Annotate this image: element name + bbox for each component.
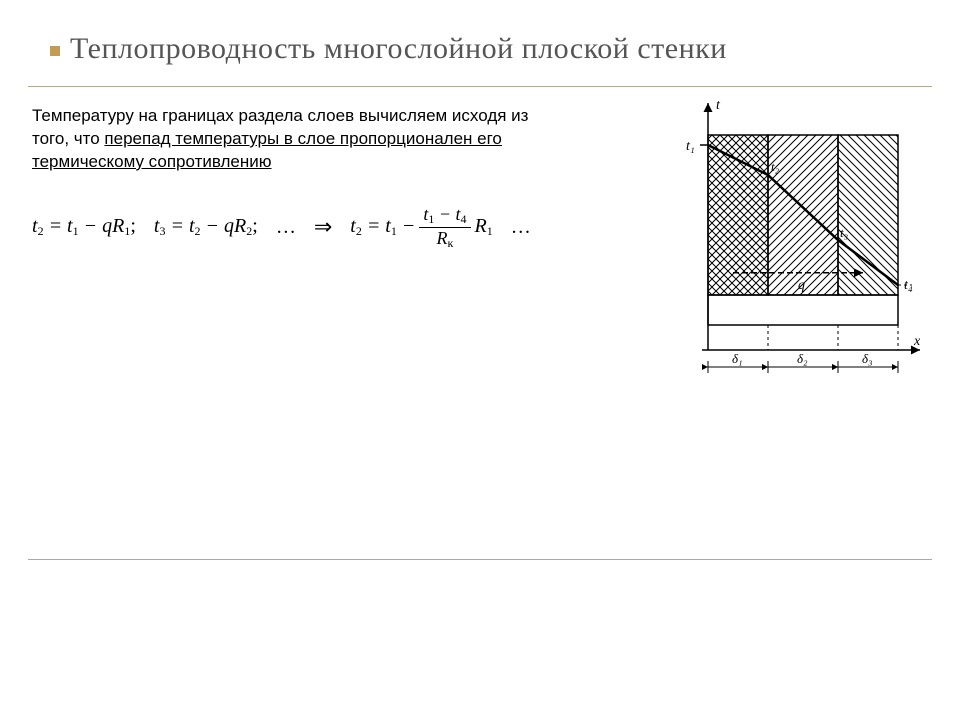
f-t: R (437, 228, 448, 248)
formula-eq3: t2 = t1 − t1 − t4 Rк R1 (350, 204, 493, 251)
implies-arrow: ⇒ (314, 214, 332, 240)
body-paragraph: Температуру на границах раздела слоев вы… (32, 105, 552, 174)
svg-text:δ₂: δ₂ (797, 351, 808, 366)
divider-bottom (28, 559, 932, 560)
formula-eq2: t3 = t2 − qR2; (154, 215, 258, 239)
f-sub: 1 (487, 224, 493, 238)
svg-text:δ₁: δ₁ (732, 351, 743, 366)
svg-text:x: x (913, 334, 921, 349)
divider-top (28, 86, 932, 87)
formula-dots: … (276, 216, 296, 239)
svg-text:δ₃: δ₃ (862, 351, 873, 366)
multilayer-wall-diagram: t x q t₁ t₂ t₃ t₄ δ₁ δ₂ δ₃ (648, 95, 928, 395)
slide-title: Теплопроводность многослойной плоской ст… (50, 32, 938, 66)
f-t: = t (362, 215, 391, 237)
f-t: R (475, 215, 487, 237)
f-t: − qR (79, 215, 125, 237)
f-sub: 4 (461, 212, 467, 226)
svg-text:t₃: t₃ (840, 225, 848, 240)
title-text: Теплопроводность многослойной плоской ст… (70, 32, 727, 65)
f-semi: ; (252, 215, 258, 237)
f-t: = t (165, 215, 194, 237)
svg-text:t₂: t₂ (771, 159, 780, 174)
svg-text:t₄: t₄ (904, 278, 913, 293)
formula-eq1: t2 = t1 − qR1; (32, 215, 136, 239)
content-area: Температуру на границах раздела слоев вы… (32, 105, 928, 465)
svg-text:t: t (716, 98, 721, 113)
f-t: − (397, 215, 416, 237)
f-semi: ; (130, 215, 136, 237)
title-bullet (50, 46, 60, 56)
f-sub: к (448, 236, 454, 250)
svg-text:t₁: t₁ (686, 139, 695, 154)
f-t: = t (44, 215, 73, 237)
formula-dots2: … (511, 216, 531, 239)
svg-text:q: q (798, 278, 805, 293)
f-t: − t (434, 204, 460, 224)
f-t: − qR (201, 215, 247, 237)
formula-fraction: t1 − t4 Rк (419, 204, 470, 251)
